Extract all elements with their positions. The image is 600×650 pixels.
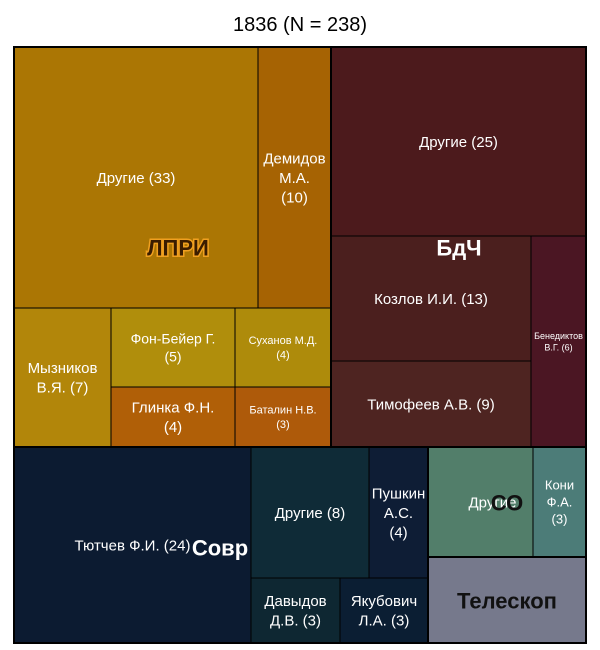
leaf-со-2-rect [532, 446, 587, 558]
leaf-лпри-3-label: Мызников В.Я. (7) [28, 360, 98, 397]
leaf-лпри-4-rect [110, 307, 236, 388]
leaf-совр-1-label: Тютчев Ф.И. (24) [75, 537, 191, 554]
leaf-со-1-label: Другие [468, 494, 516, 511]
group-label-со: СО [491, 491, 523, 516]
leaf-бдч-4-rect [530, 235, 587, 448]
leaf-лпри-1-label: Другие (33) [97, 170, 176, 187]
chart-title: 1836 (N = 238) [233, 14, 367, 36]
group-бдч: Другие (25) Козлов И.И. (13) Тимофеев А.В.… [330, 46, 587, 448]
leaf-лпри-7-label: Баталин Н.В. (3) [249, 405, 316, 431]
leaf-лпри-3-rect [13, 307, 112, 448]
leaf-лпри-2-label: Демидов М.А. (10) [263, 150, 325, 206]
leaf-лпри-5-rect [234, 307, 332, 388]
leaf-лпри-6-label: Глинка Ф.Н. (4) [132, 400, 215, 437]
leaf-совр-5-rect [339, 577, 429, 644]
leaf-со-2-label: Кони Ф.А. (3) [545, 478, 574, 527]
leaf-лпри-5-label: Суханов М.Д. (4) [249, 335, 318, 361]
leaf-совр-1-rect [13, 446, 252, 644]
leaf-совр-4-label: Давыдов Д.В. (3) [264, 593, 326, 630]
leaf-лпри-7-rect [234, 386, 332, 448]
leaf-бдч-4-label: Бенедиктов В.Г. (6) [534, 331, 583, 353]
group-совр: Тютчев Ф.И. (24) Другие (8) Пушкин А.С. (4) Д… [13, 446, 429, 644]
leaf-бдч-2-label: Козлов И.И. (13) [374, 291, 488, 308]
leaf-совр-3-label: Пушкин А.С. (4) [372, 485, 426, 541]
leaf-бдч-1-rect [330, 46, 587, 237]
group-label-совр: Совр [192, 536, 248, 561]
group-лпри: Другие (33) Демидов М.А. (10) Мызников В.Я. (… [13, 46, 332, 448]
group-телескоп: Телескоп [427, 556, 587, 644]
leaf-совр-3-rect [368, 446, 429, 579]
leaf-бдч-3-rect [330, 360, 532, 448]
group-outline-телескоп [427, 556, 587, 644]
leaf-лпри-1-rect [13, 46, 259, 309]
group-label-бдч: БдЧ [436, 236, 481, 261]
group-label-телескоп: Телескоп [457, 589, 557, 614]
leaf-совр-4-rect [250, 577, 341, 644]
leaf-бдч-1-label: Другие (25) [419, 134, 498, 151]
leaf-лпри-6-rect [110, 386, 236, 448]
group-со: Другие Кони Ф.А. (3) СО [427, 446, 587, 558]
group-label-лпри: ЛПРИ [147, 236, 209, 261]
leaf-лпри-4-label: Фон-Бейер Г. (5) [131, 330, 216, 364]
leaf-совр-2-rect [250, 446, 370, 579]
leaf-бдч-3-label: Тимофеев А.В. (9) [367, 396, 495, 413]
leaf-совр-5-label: Якубович Л.А. (3) [351, 593, 417, 630]
leaf-совр-2-label: Другие (8) [275, 505, 346, 522]
